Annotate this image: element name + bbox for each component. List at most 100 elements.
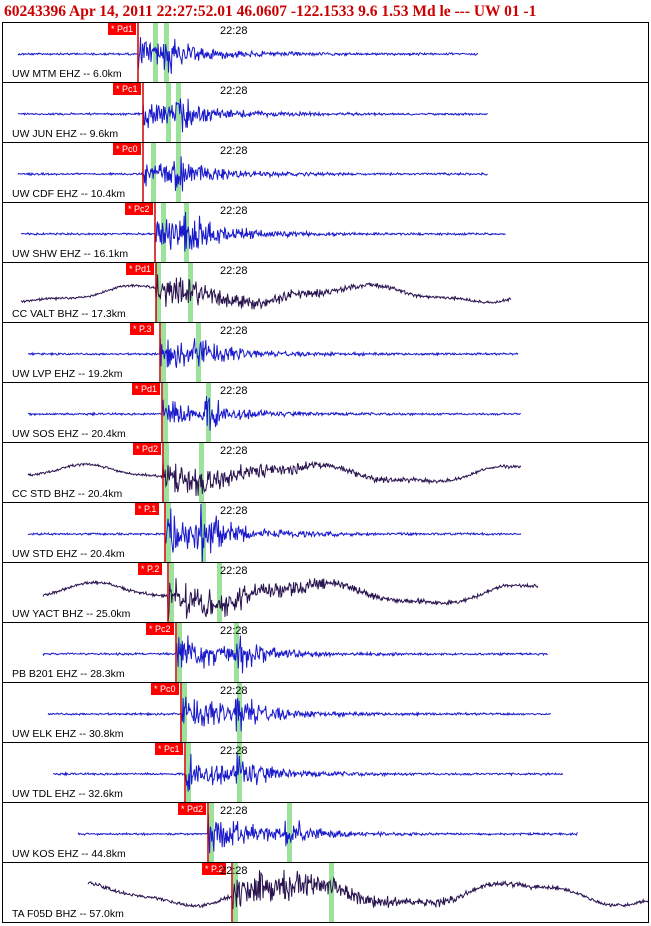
station-label: UW SOS EHZ -- 20.4km bbox=[12, 428, 126, 440]
waveform-plot bbox=[20, 263, 512, 322]
waveform-plot bbox=[87, 863, 648, 922]
seismogram-panels: * Pd1 22:28 UW MTM EHZ -- 6.0km * Pc1 22:28 U… bbox=[0, 22, 651, 926]
time-tick-label: 22:28 bbox=[220, 505, 248, 517]
phase-marker-s bbox=[176, 143, 181, 202]
pick-flag[interactable]: * P.3 bbox=[130, 323, 155, 335]
seismogram-panel: * Pc1 22:28 UW TDL EHZ -- 32.6km bbox=[2, 742, 649, 803]
pick-flag[interactable]: * P.2 bbox=[138, 563, 163, 575]
phase-marker-s bbox=[201, 503, 206, 562]
time-tick-label: 22:28 bbox=[220, 625, 248, 637]
phase-marker-s bbox=[196, 323, 201, 382]
station-label: UW YACT BHZ -- 25.0km bbox=[12, 608, 131, 620]
event-header: 60243396 Apr 14, 2011 22:27:52.01 46.060… bbox=[4, 3, 537, 20]
waveform-trace bbox=[27, 396, 521, 431]
station-label: CC STD BHZ -- 20.4km bbox=[12, 488, 123, 500]
pick-flag[interactable]: * Pc0 bbox=[151, 683, 179, 695]
pick-flag[interactable]: * Pd2 bbox=[133, 443, 162, 455]
phase-marker-s bbox=[206, 383, 211, 442]
station-label: TA F05D BHZ -- 57.0km bbox=[12, 908, 124, 920]
waveform-trace bbox=[20, 274, 512, 310]
phase-marker-s bbox=[199, 443, 204, 502]
seismogram-panel: * P.3 22:28 UW LVP EHZ -- 19.2km bbox=[2, 322, 649, 383]
waveform-plot bbox=[17, 23, 479, 82]
phase-marker-p bbox=[163, 383, 168, 442]
pick-flag[interactable]: * Pd1 bbox=[108, 23, 137, 35]
waveform-trace bbox=[47, 696, 551, 732]
waveform-trace bbox=[17, 98, 488, 133]
pick-flag[interactable]: * Pc2 bbox=[146, 623, 174, 635]
waveform-plot bbox=[42, 623, 548, 682]
phase-marker-p bbox=[164, 443, 169, 502]
waveform-trace bbox=[20, 211, 506, 252]
pick-flag[interactable]: * Pd1 bbox=[126, 263, 155, 275]
waveform-plot bbox=[20, 203, 506, 262]
waveform-trace bbox=[27, 460, 522, 496]
waveform-plot bbox=[27, 383, 521, 442]
time-tick-label: 22:28 bbox=[220, 385, 248, 397]
waveform-plot bbox=[17, 83, 488, 142]
station-label: UW TDL EHZ -- 32.6km bbox=[12, 788, 123, 800]
pick-flag[interactable]: * P.2 bbox=[202, 863, 227, 875]
time-tick-label: 22:28 bbox=[220, 685, 248, 697]
seismogram-panel: * Pd1 22:28 UW MTM EHZ -- 6.0km bbox=[2, 22, 649, 83]
waveform-plot bbox=[47, 683, 551, 742]
pick-flag[interactable]: * Pc0 bbox=[113, 143, 141, 155]
station-label: UW ELK EHZ -- 30.8km bbox=[12, 728, 124, 740]
station-label: UW JUN EHZ -- 9.6km bbox=[12, 128, 119, 140]
waveform-trace bbox=[27, 338, 519, 368]
seismogram-panel: * Pd1 22:28 CC VALT BHZ -- 17.3km bbox=[2, 262, 649, 323]
seismogram-panel: * Pd2 22:28 UW KOS EHZ -- 44.8km bbox=[2, 802, 649, 863]
seismogram-panel: * Pd1 22:28 UW SOS EHZ -- 20.4km bbox=[2, 382, 649, 443]
pick-flag[interactable]: * Pc1 bbox=[113, 83, 141, 95]
waveform-plot bbox=[77, 803, 578, 862]
seismogram-panel: * P.2 22:28 TA F05D BHZ -- 57.0km bbox=[2, 862, 649, 923]
seismogram-panel: * Pc0 22:28 UW ELK EHZ -- 30.8km bbox=[2, 682, 649, 743]
waveform-plot bbox=[52, 743, 564, 802]
time-tick-label: 22:28 bbox=[220, 25, 248, 37]
phase-marker-s bbox=[287, 803, 292, 862]
station-label: CC VALT BHZ -- 17.3km bbox=[12, 308, 126, 320]
pick-flag[interactable]: * Pc2 bbox=[125, 203, 153, 215]
pick-flag[interactable]: * Pd2 bbox=[178, 803, 207, 815]
pick-flag[interactable]: * Pc1 bbox=[155, 743, 183, 755]
waveform-trace bbox=[52, 753, 564, 792]
time-tick-label: 22:28 bbox=[220, 445, 248, 457]
waveform-trace bbox=[87, 869, 648, 910]
time-tick-label: 22:28 bbox=[220, 565, 248, 577]
time-tick-label: 22:28 bbox=[220, 745, 248, 757]
phase-marker-s bbox=[217, 563, 222, 622]
time-tick-label: 22:28 bbox=[220, 145, 248, 157]
time-tick-label: 22:28 bbox=[220, 325, 248, 337]
station-label: UW STD EHZ -- 20.4km bbox=[12, 548, 125, 560]
station-label: UW MTM EHZ -- 6.0km bbox=[12, 68, 122, 80]
station-label: UW KOS EHZ -- 44.8km bbox=[12, 848, 126, 860]
station-label: UW LVP EHZ -- 19.2km bbox=[12, 368, 123, 380]
seismogram-panel: * P.2 22:28 UW YACT BHZ -- 25.0km bbox=[2, 562, 649, 623]
pick-flag[interactable]: * Pd1 bbox=[132, 383, 161, 395]
pick-flag[interactable]: * P.1 bbox=[135, 503, 160, 515]
waveform-trace bbox=[77, 813, 578, 854]
waveform-plot bbox=[27, 443, 522, 502]
waveform-trace bbox=[17, 37, 479, 74]
waveform-plot bbox=[17, 143, 488, 202]
time-tick-label: 22:28 bbox=[220, 85, 248, 97]
seismogram-panel: * Pc0 22:28 UW CDF EHZ -- 10.4km bbox=[2, 142, 649, 203]
phase-marker-p bbox=[166, 503, 171, 562]
waveform-trace bbox=[42, 577, 539, 621]
time-tick-label: 22:28 bbox=[220, 805, 248, 817]
phase-marker-s bbox=[176, 83, 181, 142]
seismogram-panel: * Pc2 22:28 PB B201 EHZ -- 28.3km bbox=[2, 622, 649, 683]
seismogram-panel: * Pc1 22:28 UW JUN EHZ -- 9.6km bbox=[2, 82, 649, 143]
time-tick-label: 22:28 bbox=[220, 265, 248, 277]
waveform-trace bbox=[27, 503, 522, 562]
time-tick-label: 22:28 bbox=[220, 865, 248, 877]
waveform-trace bbox=[17, 156, 488, 192]
station-label: UW SHW EHZ -- 16.1km bbox=[12, 248, 129, 260]
seismogram-panel: * Pc2 22:28 UW SHW EHZ -- 16.1km bbox=[2, 202, 649, 263]
waveform-plot bbox=[27, 323, 519, 382]
station-label: UW CDF EHZ -- 10.4km bbox=[12, 188, 126, 200]
time-tick-label: 22:28 bbox=[220, 205, 248, 217]
waveform-plot bbox=[27, 503, 522, 562]
phase-marker-s bbox=[237, 743, 242, 802]
waveform-trace bbox=[42, 635, 548, 674]
